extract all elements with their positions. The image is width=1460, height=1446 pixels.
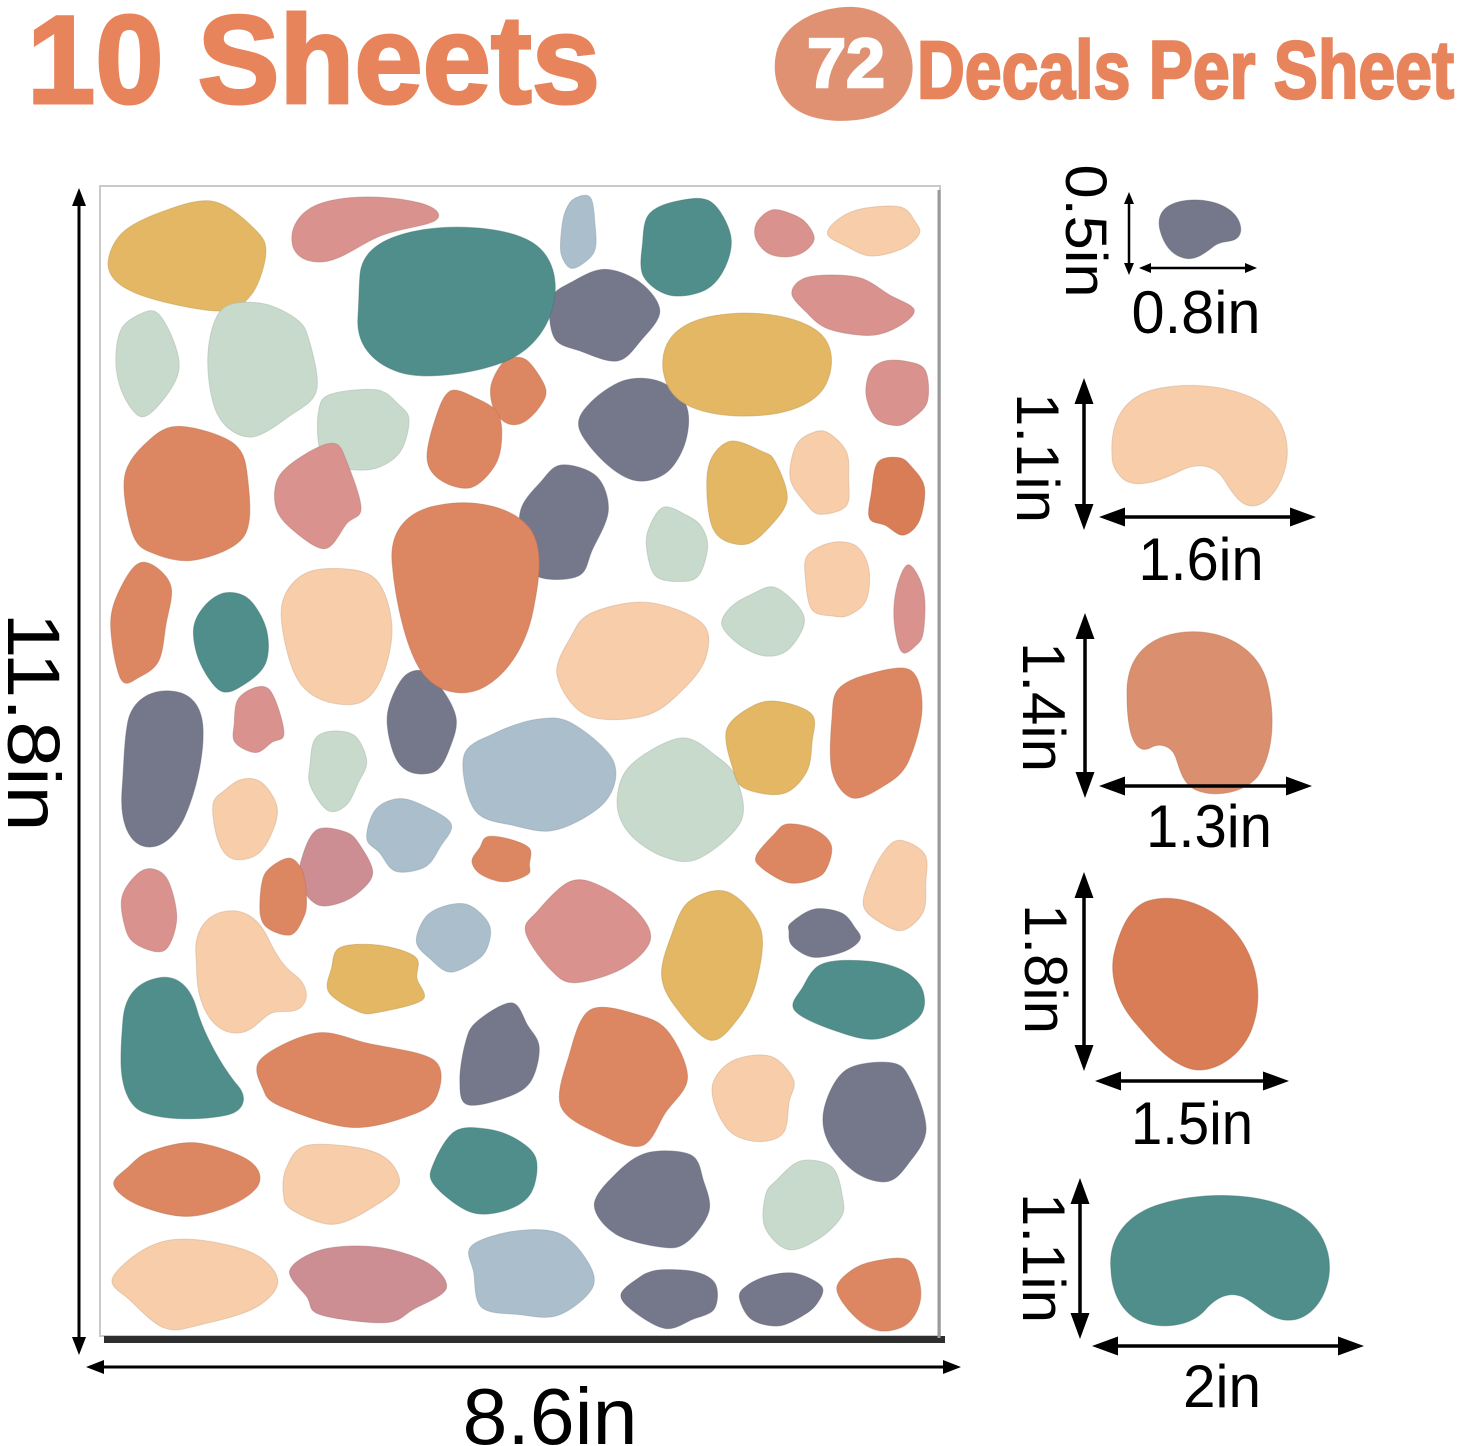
svg-text:10 Sheets: 10 Sheets [27,0,600,130]
svg-text:1.1in: 1.1in [1010,1193,1077,1323]
svg-text:1.8in: 1.8in [1012,904,1079,1034]
svg-text:2in: 2in [1183,1353,1261,1420]
svg-text:1.1in: 1.1in [1004,393,1071,523]
svg-text:11.8in: 11.8in [0,613,75,832]
svg-text:0.5in: 0.5in [1053,165,1118,298]
svg-text:1.5in: 1.5in [1131,1090,1253,1157]
svg-text:8.6in: 8.6in [463,1372,638,1446]
svg-text:1.3in: 1.3in [1146,793,1272,860]
svg-text:1.6in: 1.6in [1139,526,1264,593]
svg-text:72: 72 [807,24,885,102]
svg-text:0.8in: 0.8in [1132,279,1261,346]
svg-text:Decals Per Sheet: Decals Per Sheet [917,25,1454,116]
svg-text:1.4in: 1.4in [1010,642,1077,772]
